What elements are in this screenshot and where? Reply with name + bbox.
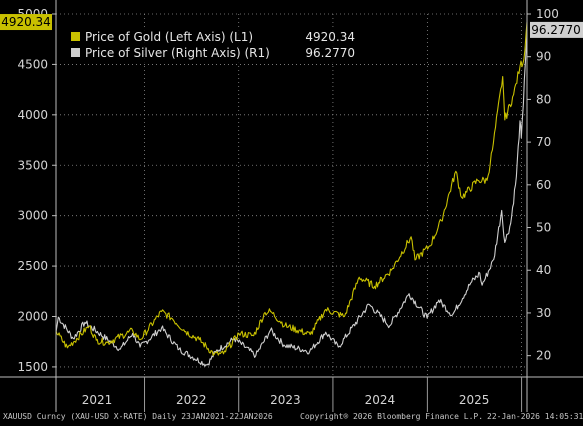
right-tick-label: 90 — [536, 50, 551, 64]
price-chart: 1500200025003000350040004500500020304050… — [0, 0, 583, 412]
footer: XAUUSD Curncy (XAU-USD X-RATE) Daily 23J… — [3, 412, 583, 424]
last-value-tags: 4920.34 96.2770 — [0, 14, 583, 38]
right-tick-label: 50 — [536, 221, 551, 235]
plot-area — [55, 22, 528, 367]
legend-label: Price of Gold (Left Axis) (L1) — [85, 30, 253, 44]
legend-label: Price of Silver (Right Axis) (R1) — [85, 46, 270, 60]
x-tick-label: 2023 — [270, 393, 301, 407]
right-tick-label: 70 — [536, 135, 551, 149]
silver-last-tag: 96.2770 — [531, 23, 581, 37]
gold-last-tag-bg — [0, 14, 52, 31]
right-tick-label: 60 — [536, 178, 551, 192]
silver-price-line — [55, 29, 528, 367]
right-tick-label: 100 — [536, 7, 559, 21]
footer-timestamp: 22-Jan-2026 14:05:31 — [487, 412, 583, 421]
gridlines — [56, 13, 527, 377]
legend-value: 96.2770 — [305, 46, 355, 60]
right-tick-label: 20 — [536, 349, 551, 363]
left-tick-label: 3000 — [17, 209, 48, 223]
legend: Price of Gold (Left Axis) (L1) 4920.34 Pri… — [64, 28, 366, 64]
gold-price-line — [55, 22, 528, 356]
left-tick-label: 2000 — [17, 310, 48, 324]
right-tick-label: 30 — [536, 306, 551, 320]
left-tick-label: 4500 — [17, 57, 48, 71]
legend-swatch — [71, 32, 80, 41]
left-tick-label: 3500 — [17, 158, 48, 172]
right-tick-label: 80 — [536, 92, 551, 106]
x-tick-label: 2021 — [82, 393, 113, 407]
legend-value: 4920.34 — [305, 30, 355, 44]
gold-last-tag: 4920.34 — [1, 15, 51, 29]
legend-swatch — [71, 48, 80, 57]
left-tick-label: 1500 — [17, 360, 48, 374]
x-tick-label: 2025 — [459, 393, 490, 407]
legend-box — [64, 28, 366, 64]
footer-ticker: XAUUSD Curncy (XAU-USD X-RATE) Daily 23J… — [3, 412, 273, 421]
x-tick-label: 2024 — [365, 393, 396, 407]
silver-last-tag-bg — [530, 21, 583, 38]
left-tick-label: 2500 — [17, 259, 48, 273]
left-tick-label: 4000 — [17, 108, 48, 122]
x-tick-label: 2022 — [176, 393, 207, 407]
axes: 1500200025003000350040004500500020304050… — [0, 0, 583, 412]
footer-copyright: Copyright® 2026 Bloomberg Finance L.P. — [300, 412, 484, 421]
right-tick-label: 40 — [536, 263, 551, 277]
